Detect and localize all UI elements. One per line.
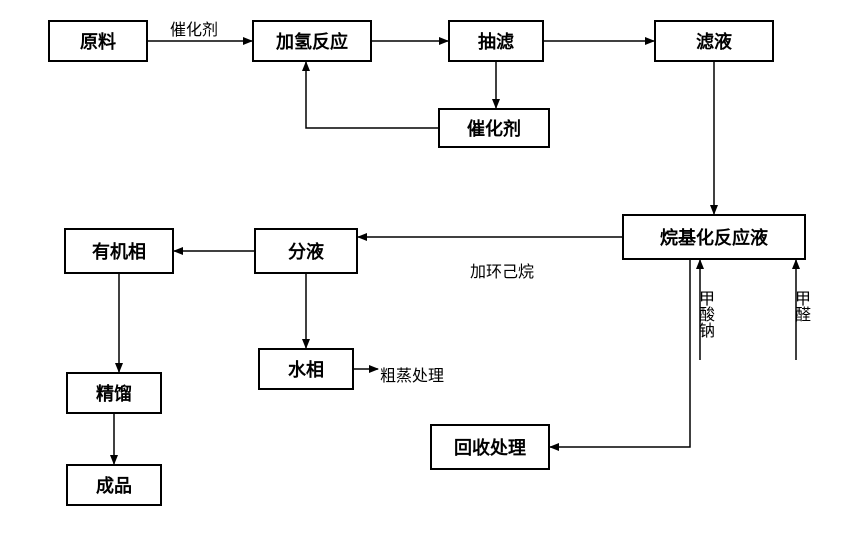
node-organic-label: 有机相 — [92, 238, 146, 264]
node-split: 分液 — [254, 228, 358, 274]
node-water: 水相 — [258, 348, 354, 390]
node-hydro-label: 加氢反应 — [276, 28, 348, 54]
edge-catalyst-hydro — [306, 62, 438, 128]
node-alkyl: 烷基化反应液 — [622, 214, 806, 260]
node-filtrate: 滤液 — [654, 20, 774, 62]
node-hydro: 加氢反应 — [252, 20, 372, 62]
node-raw: 原料 — [48, 20, 148, 62]
node-filtrate-label: 滤液 — [696, 28, 732, 54]
edge-label-cyclohexane: 加环己烷 — [470, 258, 534, 282]
edge-alkyl-recycle — [550, 260, 690, 447]
node-catalyst: 催化剂 — [438, 108, 550, 148]
node-raw-label: 原料 — [80, 28, 116, 54]
node-alkyl-label: 烷基化反应液 — [660, 224, 768, 250]
edge-label-formaldehyde: 甲醛 — [788, 290, 812, 322]
node-distill: 精馏 — [66, 372, 162, 414]
node-filter: 抽滤 — [448, 20, 544, 62]
edge-label-crude: 粗蒸处理 — [380, 362, 444, 386]
node-recycle: 回收处理 — [430, 424, 550, 470]
node-catalyst-label: 催化剂 — [467, 115, 521, 141]
node-recycle-label: 回收处理 — [454, 434, 526, 460]
edge-label-formate: 甲酸钠 — [692, 290, 716, 338]
node-distill-label: 精馏 — [96, 380, 132, 406]
edge-label-catalyst-top: 催化剂 — [170, 16, 218, 40]
node-product: 成品 — [66, 464, 162, 506]
node-water-label: 水相 — [288, 356, 324, 382]
node-filter-label: 抽滤 — [478, 28, 514, 54]
node-split-label: 分液 — [288, 238, 324, 264]
node-product-label: 成品 — [96, 472, 132, 498]
node-organic: 有机相 — [64, 228, 174, 274]
